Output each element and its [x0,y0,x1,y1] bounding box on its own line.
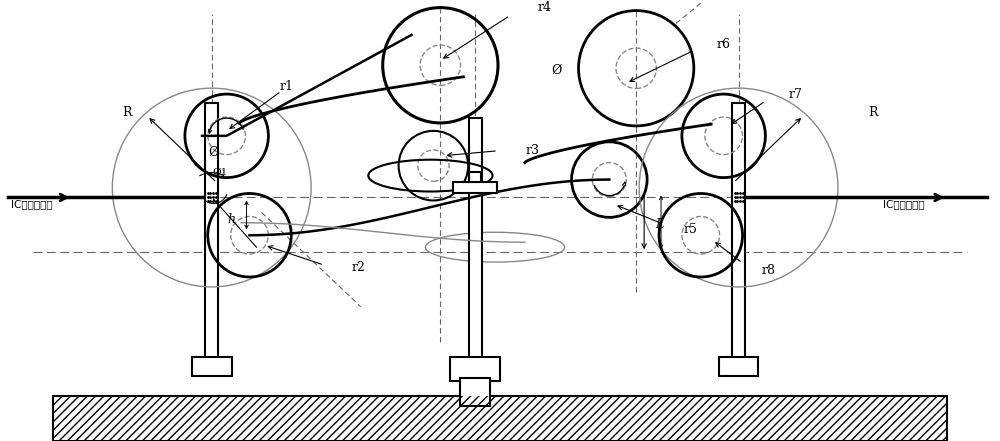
Text: r4: r4 [538,1,552,14]
Text: R: R [868,106,877,120]
Text: r3: r3 [526,144,540,157]
Bar [469,172,481,182]
Text: IC卡传送方向: IC卡传送方向 [883,199,924,209]
Text: r7: r7 [788,88,802,101]
Text: L: L [655,218,663,231]
Text: h: h [228,213,236,226]
Bar [719,356,758,376]
Text: r5: r5 [684,223,698,236]
Text: R: R [123,106,132,120]
Bar [450,356,500,381]
Text: r6: r6 [717,38,731,51]
Bar [192,356,232,376]
Text: Ø: Ø [209,146,219,159]
Bar [453,182,497,194]
Bar [732,103,745,362]
Text: Ø: Ø [551,64,562,77]
Bar [53,396,947,441]
Bar [469,118,482,362]
Text: Ø1: Ø1 [212,168,227,177]
Text: IC卡传送方向: IC卡传送方向 [11,199,53,209]
Text: r1: r1 [279,80,293,93]
Text: r2: r2 [352,261,366,273]
Bar [205,103,218,362]
Bar [460,378,490,406]
Text: r8: r8 [761,264,775,277]
Bar [53,396,947,441]
